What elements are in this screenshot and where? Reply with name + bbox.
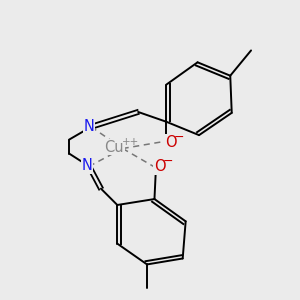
Text: Cu: Cu xyxy=(104,140,124,154)
Text: O: O xyxy=(154,159,165,174)
Text: O: O xyxy=(165,135,176,150)
Text: N: N xyxy=(83,119,94,134)
Text: −: − xyxy=(174,131,185,144)
Text: −: − xyxy=(163,155,174,168)
Text: N: N xyxy=(81,158,92,173)
Text: ++: ++ xyxy=(122,137,140,147)
